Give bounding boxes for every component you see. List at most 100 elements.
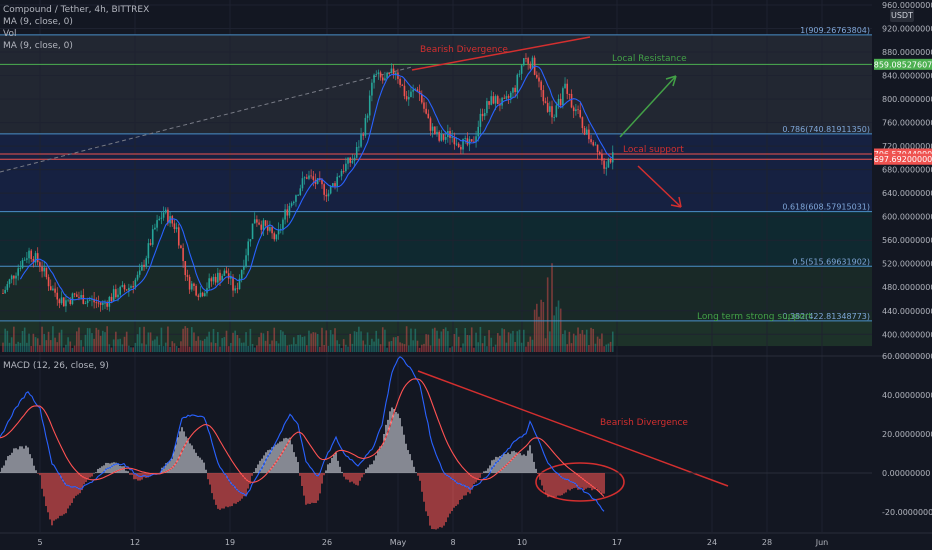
volume-bar xyxy=(377,338,380,352)
candle-body xyxy=(438,131,440,141)
candle-body xyxy=(30,250,33,260)
macd-histogram-bar xyxy=(251,473,253,476)
volume-bar xyxy=(49,340,52,352)
macd-histogram-bar xyxy=(595,473,597,488)
candle-body xyxy=(368,95,371,116)
candle-body xyxy=(466,138,469,145)
volume-bar xyxy=(488,330,490,352)
macd-histogram-bar xyxy=(51,473,53,526)
currency-badge[interactable]: USDT xyxy=(890,9,914,22)
candle-body xyxy=(577,109,579,111)
volume-bar xyxy=(572,333,575,352)
macd-legend[interactable]: MACD (12, 26, close, 9) xyxy=(3,361,109,371)
volume-bar xyxy=(41,326,43,352)
volume-bar xyxy=(499,335,501,352)
volume-bar xyxy=(134,342,137,352)
volume-bar xyxy=(195,340,197,352)
candle-body xyxy=(512,87,514,93)
candle-body xyxy=(65,300,67,307)
time-tick-label: 28 xyxy=(762,538,772,547)
volume-bar xyxy=(368,345,371,352)
volume-bar xyxy=(401,343,404,352)
volume-bar xyxy=(28,333,30,352)
macd-histogram-bar xyxy=(285,437,287,473)
annotations[interactable]: Bearish Divergence Local Resistance Local … xyxy=(420,45,812,428)
volume-bar xyxy=(299,334,302,352)
candle-body xyxy=(427,113,430,119)
candle-body xyxy=(523,58,525,66)
macd-histogram-bar xyxy=(409,454,411,473)
symbol-legend[interactable]: Compound / Tether, 4h, BITTREX xyxy=(3,5,150,15)
ma-legend-1[interactable]: MA (9, close, 0) xyxy=(3,17,73,27)
volume-bar xyxy=(56,342,59,352)
price-tick-label: 880.00000000 xyxy=(882,48,932,57)
macd-histogram-bar xyxy=(167,462,169,473)
volume-bar xyxy=(266,331,269,352)
macd-histogram-bar xyxy=(429,473,431,526)
macd-histogram-bar xyxy=(211,473,213,494)
macd-histogram-bar xyxy=(219,473,221,510)
time-tick-label: Jun xyxy=(815,538,829,547)
volume-bar xyxy=(464,328,467,352)
macd-histogram-bar xyxy=(201,459,203,473)
volume-bar xyxy=(39,345,41,352)
price-tick-label: 680.00000000 xyxy=(882,166,932,175)
volume-bar xyxy=(89,328,91,352)
macd-histogram-bar xyxy=(485,470,487,473)
trend-lines[interactable] xyxy=(0,36,729,502)
volume-bar xyxy=(303,336,306,352)
volume-bar xyxy=(451,346,453,352)
volume-bar xyxy=(358,326,360,352)
macd-histogram-bar xyxy=(279,441,281,473)
macd-histogram-bar xyxy=(413,466,415,473)
ma-legend-2[interactable]: MA (9, close, 0) xyxy=(3,41,73,51)
candle-body xyxy=(232,276,234,291)
candle-body xyxy=(536,74,538,78)
candle-body xyxy=(141,264,143,271)
volume-bar xyxy=(559,308,562,352)
macd-histogram-bar xyxy=(451,473,453,512)
horizontal-levels[interactable]: 1(909.26763804) 0.786(740.81911350) 0.618(… xyxy=(0,26,872,322)
candle-body xyxy=(410,91,412,98)
volume-bar xyxy=(10,337,13,352)
macd-histogram-bar xyxy=(307,473,309,504)
volume-bar xyxy=(58,332,61,352)
macd-histogram-bar xyxy=(169,460,171,473)
candle-body xyxy=(529,63,532,69)
volume-bar xyxy=(581,330,584,352)
macd-histogram-bar xyxy=(555,473,557,497)
macd-histogram-bar xyxy=(497,457,499,473)
volume-bar xyxy=(429,345,432,352)
volume-bar xyxy=(557,300,560,352)
volume-bar xyxy=(36,338,39,352)
candle-body xyxy=(583,128,586,135)
volume-bar xyxy=(13,326,15,352)
macd-histogram-bar xyxy=(243,473,245,497)
volume-legend[interactable]: Vol xyxy=(3,29,17,39)
macd-histogram-bar xyxy=(255,468,257,473)
candle-body xyxy=(62,297,65,307)
candle-body xyxy=(455,143,458,145)
macd-histogram-bar xyxy=(173,451,175,473)
time-axis[interactable]: 5 12 19 26 May 8 10 17 24 28 Jun xyxy=(0,532,932,547)
candle-body xyxy=(542,90,545,102)
macd-histogram-bar xyxy=(83,473,85,485)
volume-bar xyxy=(434,327,436,352)
fib-level-label: 0.618(608.57915031) xyxy=(782,203,870,212)
volume-bar xyxy=(490,337,493,352)
macd-histogram-bar xyxy=(73,473,75,499)
volume-bar xyxy=(102,330,104,352)
candle-body xyxy=(492,96,495,104)
candle-body xyxy=(184,261,187,276)
candle-body xyxy=(588,129,590,140)
candle-body xyxy=(43,267,46,272)
price-axis[interactable]: 960.00000000 920.00000000 880.00000000 840.… xyxy=(874,1,932,517)
candle-body xyxy=(277,229,280,235)
volume-bar xyxy=(214,343,217,352)
candle-body xyxy=(138,270,141,275)
volume-bar xyxy=(99,335,102,352)
volume-bar xyxy=(156,336,158,352)
candle-body xyxy=(540,81,542,91)
bullish-arrow xyxy=(619,75,677,138)
